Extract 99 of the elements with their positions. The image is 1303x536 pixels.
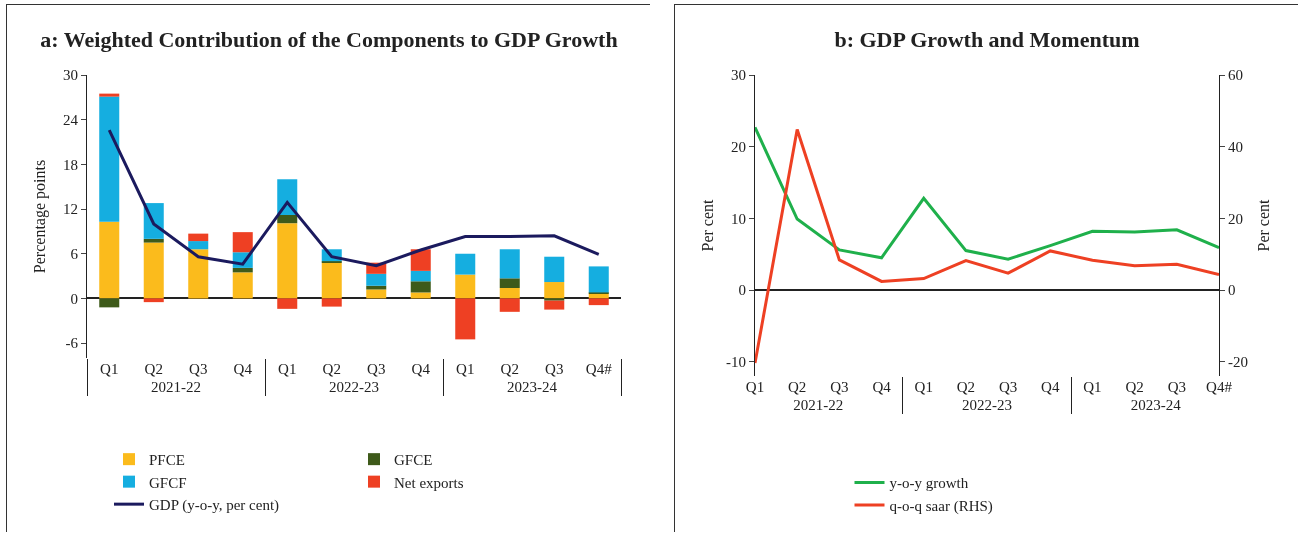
- x-tick-label: Q4#: [1206, 379, 1233, 395]
- bar: [455, 298, 476, 340]
- x-tick-label: Q2: [322, 361, 341, 377]
- bar: [277, 215, 298, 224]
- text: 2023-24: [507, 379, 558, 395]
- bar: [188, 241, 209, 250]
- x-tick-label: Q4: [411, 361, 431, 377]
- bar: [99, 298, 120, 308]
- text: 2021-22: [793, 397, 844, 413]
- legend-label: GDP (y-o-y, per cent): [149, 497, 280, 514]
- bar: [499, 287, 520, 299]
- bar: [499, 278, 520, 288]
- x-tick-label: Q1: [745, 379, 765, 395]
- y-tick-label: 12: [63, 201, 78, 218]
- bar: [99, 93, 120, 97]
- bar: [366, 273, 387, 286]
- chart-title: a: Weighted Contribution of the Components to GDP Growth: [40, 26, 618, 52]
- chart-title: b: GDP Growth and Momentum: [834, 26, 1140, 52]
- bar: [143, 238, 164, 243]
- x-tick-label: Q1: [456, 361, 475, 377]
- bar: [499, 249, 520, 279]
- bar: [410, 292, 431, 299]
- bar: [455, 253, 476, 275]
- y-tick-label: 18: [63, 156, 78, 173]
- bar: [544, 300, 565, 310]
- bar: [544, 256, 565, 283]
- x-tick-label: Q4#: [585, 361, 613, 377]
- y-axis-title: Percentage points: [31, 159, 49, 274]
- bar: [232, 272, 253, 299]
- x-tick-label: Q2: [1125, 379, 1144, 395]
- x-tick-label: Q1: [278, 361, 297, 377]
- bar: [588, 266, 609, 293]
- x-tick-label: Q1: [100, 361, 119, 377]
- line-series: [755, 125, 1219, 261]
- y-tick-label: 30: [731, 67, 746, 84]
- x-tick-label: Q4: [233, 361, 253, 377]
- legend-label: y-o-y growth: [889, 475, 969, 492]
- bar: [232, 267, 253, 273]
- x-tick-label: Q4: [1041, 379, 1060, 395]
- text: 2022-23: [329, 379, 379, 395]
- y-axis-title: Per cent: [699, 198, 716, 252]
- y-tick-label: 0: [738, 282, 746, 299]
- bar: [544, 298, 565, 301]
- legend-label: GFCE: [394, 452, 433, 468]
- y2-tick-label: -20: [1228, 353, 1248, 370]
- x-tick-label: Q4: [872, 379, 892, 395]
- x-tick-label: Q3: [998, 379, 1018, 395]
- bar: [410, 281, 431, 293]
- bar: [366, 289, 387, 299]
- bar: [321, 298, 342, 307]
- x-tick-label: Q3: [830, 379, 849, 395]
- bar: [143, 298, 164, 303]
- bar: [410, 249, 431, 271]
- x-tick-label: Q2: [500, 361, 519, 377]
- y2-tick-label: 40: [1228, 138, 1243, 155]
- y-tick-label: 0: [70, 290, 78, 307]
- y2-tick-label: 0: [1228, 282, 1236, 299]
- bar: [232, 232, 253, 253]
- bar: [455, 274, 476, 299]
- legend-label: PFCE: [149, 452, 185, 468]
- x-tick-label: Q3: [1167, 379, 1186, 395]
- y-tick-label: 24: [63, 111, 79, 128]
- bar: [143, 242, 164, 299]
- text: 2022-23: [962, 397, 1012, 413]
- bar: [588, 298, 609, 306]
- y2-tick-label: 60: [1228, 67, 1243, 84]
- bar: [277, 298, 298, 309]
- x-tick-label: Q3: [189, 361, 208, 377]
- y-tick-label: -6: [65, 335, 79, 352]
- bar: [99, 96, 120, 222]
- bar: [321, 262, 342, 299]
- x-tick-label: Q3: [545, 361, 564, 377]
- bar: [499, 298, 520, 312]
- legend-label: q-o-q saar (RHS): [889, 497, 993, 515]
- bar: [544, 282, 565, 299]
- y-tick-label: -10: [726, 353, 746, 370]
- legend-label: Net exports: [394, 474, 464, 491]
- bar: [188, 233, 209, 242]
- x-tick-label: Q1: [1083, 379, 1102, 395]
- y-tick-label: 20: [731, 138, 746, 155]
- x-tick-label: Q1: [914, 379, 933, 395]
- x-tick-label: Q2: [956, 379, 976, 395]
- x-tick-label: Q3: [367, 361, 386, 377]
- line-series: [755, 127, 1219, 365]
- line-series: [107, 128, 601, 268]
- y-tick-label: 6: [70, 245, 79, 262]
- bar: [410, 270, 431, 282]
- bar: [188, 249, 209, 299]
- y-tick-label: 30: [63, 67, 78, 84]
- legend-label: GFCF: [149, 474, 187, 491]
- y2-tick-label: 20: [1228, 210, 1243, 227]
- x-tick-label: Q2: [144, 361, 163, 377]
- text: 2021-22: [151, 379, 201, 395]
- x-tick-label: Q2: [788, 379, 807, 395]
- y-tick-label: 10: [731, 210, 746, 227]
- text: 2023-24: [1130, 397, 1182, 413]
- bar: [99, 221, 120, 299]
- y2-axis-title: Per cent: [1255, 198, 1272, 252]
- bar: [277, 223, 298, 299]
